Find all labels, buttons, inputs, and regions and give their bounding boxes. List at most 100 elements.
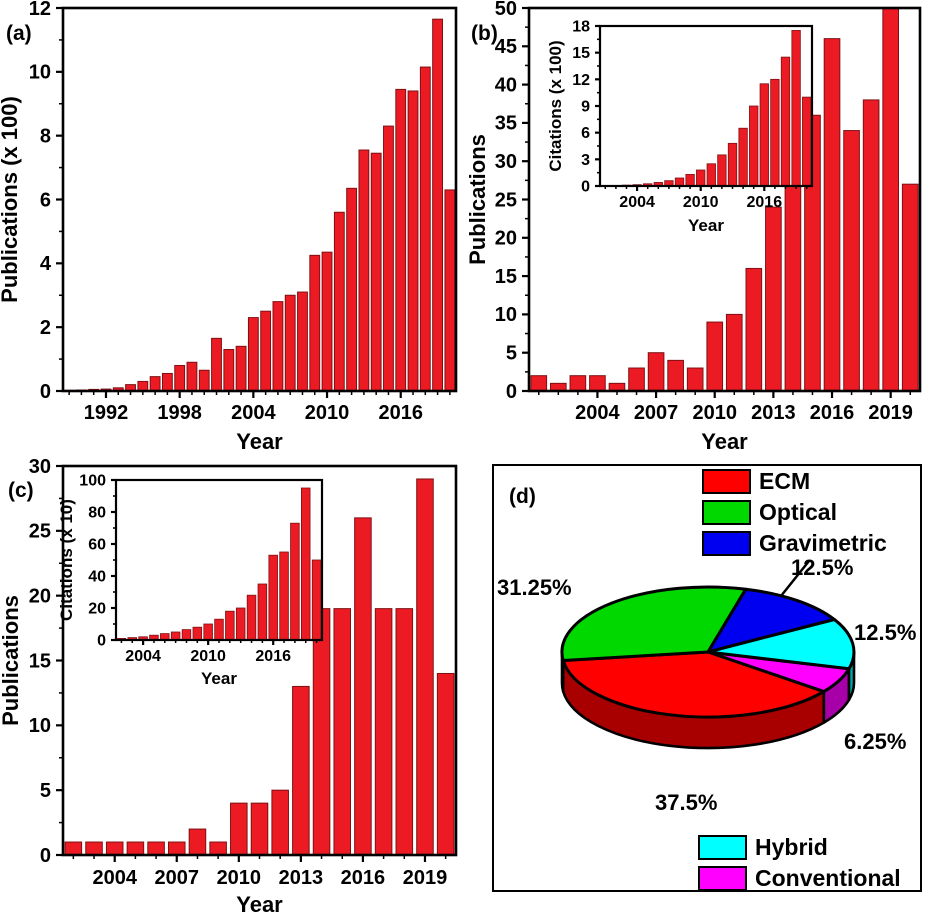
legend-item-conventional: Conventional <box>698 865 901 891</box>
bar-2011 <box>333 211 345 392</box>
y-tick-label: 60 <box>88 536 106 553</box>
bar-2015 <box>383 125 394 392</box>
panel-label-a: (a) <box>6 22 32 45</box>
x-tick-label: 2016 <box>810 402 855 424</box>
bar-2004 <box>589 375 606 392</box>
bar-2009 <box>209 841 227 856</box>
y-tick-label: 10 <box>29 715 51 737</box>
y-tick-label: 45 <box>495 36 517 58</box>
bar-2019 <box>882 7 899 392</box>
bar-2013 <box>727 142 738 187</box>
x-tick-label: 2007 <box>155 867 200 889</box>
bar-2014 <box>738 127 748 187</box>
y-tick-label: 15 <box>29 650 51 672</box>
leader-line-gravimetric <box>780 560 810 597</box>
bar-1996 <box>149 376 161 392</box>
x-axis: 2004 2010 2016 <box>120 640 318 665</box>
x-tick-label: 2010 <box>190 648 226 665</box>
legend-item-gravimetric: Gravimetric <box>702 530 887 556</box>
panel-a: (a) 0 2 4 6 8 10 12 1992 1998 2004 2010 2016 Year Pub… <box>0 0 462 458</box>
panel-label-b: (b) <box>471 22 498 45</box>
legend-label-gravimetric: Gravimetric <box>759 530 887 556</box>
y-tick-label: 12 <box>572 72 590 89</box>
y-tick-label: 9 <box>581 98 590 115</box>
bar-2010 <box>230 802 248 856</box>
y-tick-label: 0 <box>40 381 51 403</box>
bar-2001 <box>530 375 548 392</box>
y-tick-label: 40 <box>495 74 517 96</box>
bar-2012 <box>346 187 358 392</box>
y-tick-label: 0 <box>97 632 106 649</box>
chart-c_inset: 0 20 40 60 80 100 2004 2010 2016 Year Citations (x… <box>57 472 324 688</box>
x-tick-label: 2016 <box>747 194 783 211</box>
x-tick-label: 2016 <box>341 867 386 889</box>
y-tick-label: 50 <box>495 0 517 20</box>
bar-2010 <box>706 321 724 392</box>
bar-2016 <box>395 88 407 392</box>
bar-2016 <box>823 38 841 392</box>
y-axis-title: Citations (x 100) <box>546 40 565 171</box>
bar-2007 <box>647 352 665 392</box>
y-tick-label: 25 <box>495 189 517 211</box>
y-tick-label: 100 <box>79 472 106 489</box>
x-tick-label: 2004 <box>575 402 620 424</box>
x-tick-label: 2019 <box>403 867 448 889</box>
bar-2010 <box>321 251 333 392</box>
bar-2017 <box>770 78 780 187</box>
bar-2018 <box>862 99 880 392</box>
bar-1995 <box>137 380 149 392</box>
bar-2018 <box>419 66 431 392</box>
pie-legend-top: ECM Optical Gravimetric <box>702 468 887 562</box>
y-axis-title: Citations (x 10) <box>57 499 76 621</box>
chart-c: 0 5 10 15 20 25 30 2004 2007 2010 2013 2016 2019 Year… <box>0 456 458 917</box>
y-tick-label: 40 <box>88 568 106 585</box>
x-tick-label: 1992 <box>84 402 129 424</box>
pie-chart-3d <box>560 560 856 750</box>
y-tick-label: 0 <box>506 381 517 403</box>
x-tick-label: 2019 <box>868 402 913 424</box>
bar-2017 <box>407 90 419 392</box>
bar-2011 <box>250 802 269 856</box>
bar-2020 <box>444 189 456 392</box>
bar-2016 <box>759 83 769 187</box>
y-tick-label: 3 <box>581 152 590 169</box>
x-axis-title: Year <box>701 429 748 454</box>
bar-2020 <box>311 559 322 641</box>
pie-pct-ecm: 37.5% <box>655 790 718 815</box>
bar-2018 <box>780 56 791 187</box>
y-tick-label: 25 <box>29 521 51 543</box>
x-axis: 1992 1998 2004 2010 2016 <box>68 391 451 424</box>
y-tick-label: 5 <box>40 780 51 802</box>
bar-2009 <box>686 367 704 392</box>
x-tick-label: 2010 <box>217 867 262 889</box>
bar-2011 <box>725 313 743 392</box>
legend-item-optical: Optical <box>702 499 887 525</box>
bar-2007 <box>284 294 296 392</box>
y-axis-title: Publications <box>465 134 490 265</box>
x-tick-label: 2013 <box>279 867 324 889</box>
y-tick-label: 30 <box>495 151 517 173</box>
bar-2020 <box>901 183 919 392</box>
bar-2017 <box>279 551 289 641</box>
y-tick-label: 20 <box>88 600 106 617</box>
legend-item-hybrid: Hybrid <box>698 834 901 860</box>
y-tick-label: 8 <box>40 125 51 147</box>
legend-label-conventional: Conventional <box>755 865 901 891</box>
y-axis: 0 20 40 60 80 100 <box>79 472 116 649</box>
legend-swatch-gravimetric <box>702 530 751 556</box>
y-tick-label: 18 <box>572 18 590 35</box>
x-tick-label: 2004 <box>231 402 276 424</box>
bar-2017 <box>374 608 393 856</box>
x-tick-label: 2010 <box>305 402 350 424</box>
x-tick-label: 2016 <box>255 648 291 665</box>
y-tick-label: 0 <box>40 845 51 867</box>
y-tick-label: 30 <box>29 456 51 478</box>
bars <box>64 478 455 856</box>
panel-label-d: (d) <box>509 485 536 508</box>
y-tick-label: 15 <box>495 266 517 288</box>
x-axis-title: Year <box>688 216 724 235</box>
bar-2001 <box>211 337 222 392</box>
legend-label-optical: Optical <box>759 499 837 525</box>
bar-2011 <box>706 163 716 187</box>
